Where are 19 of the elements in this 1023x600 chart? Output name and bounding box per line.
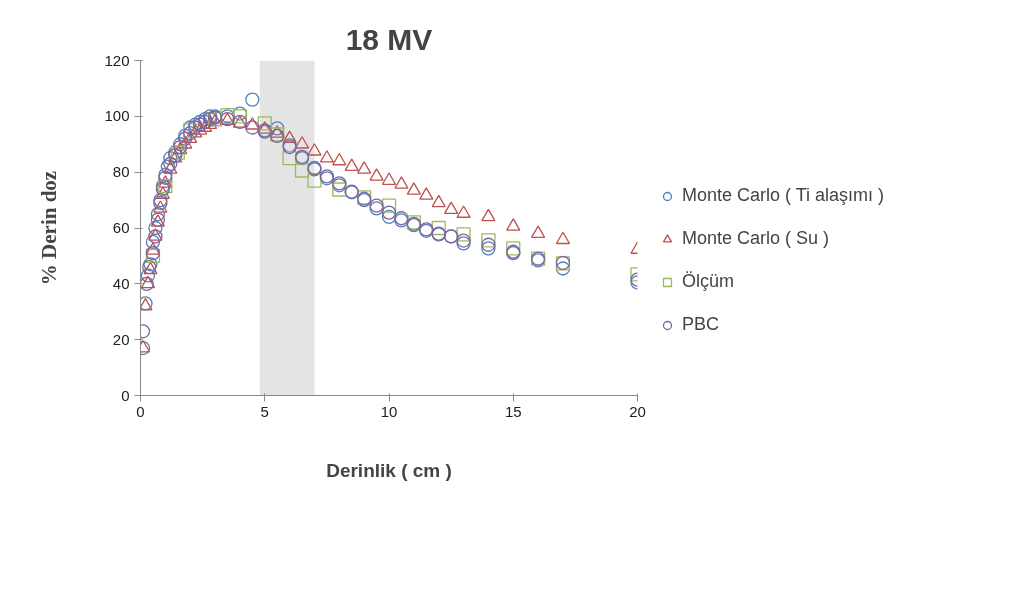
x-tick-label: 15 <box>504 402 522 420</box>
y-axis-title: % Derin doz <box>37 170 62 286</box>
legend-label: Ölçüm <box>682 271 735 292</box>
y-tick-label: 120 <box>104 51 130 69</box>
x-tick-label: 10 <box>380 402 398 420</box>
y-tick-label: 40 <box>112 274 130 292</box>
legend-label: Monte Carlo ( Su ) <box>682 228 830 249</box>
x-axis-title: Derinlik ( cm ) <box>326 459 452 481</box>
chart-title: 18 MV <box>345 22 433 56</box>
y-tick-label: 20 <box>112 330 130 348</box>
y-tick-label: 80 <box>112 163 130 181</box>
x-tick-label: 5 <box>260 402 269 420</box>
y-tick-label: 0 <box>121 386 130 404</box>
y-tick-label: 60 <box>112 219 130 236</box>
x-tick-label: 0 <box>136 402 145 420</box>
legend-label: Monte Carlo ( Ti alaşımı ) <box>682 185 885 206</box>
legend-label: PBC <box>682 314 720 335</box>
x-tick-label: 20 <box>629 402 646 420</box>
y-tick-label: 100 <box>104 107 130 125</box>
